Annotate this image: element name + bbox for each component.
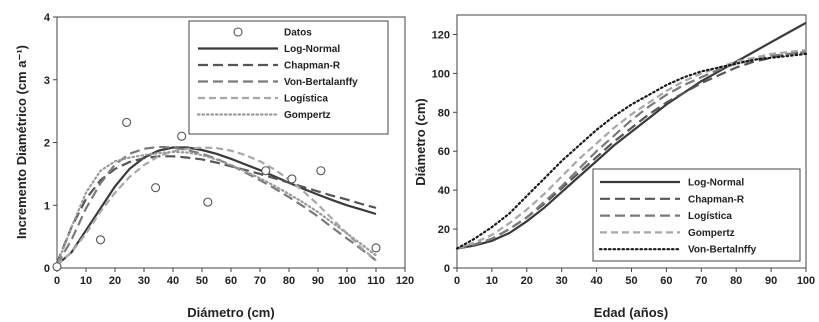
right-y-tick-label: 120	[432, 29, 450, 41]
right-legend-items: Log-Normal Chapman-R Logística Gompertz Von-…	[598, 178, 757, 256]
right-y-tick-label: 80	[438, 107, 450, 119]
left-series-line-3	[56, 146, 377, 266]
left-data-point	[177, 131, 187, 141]
left-x-tick-label: 40	[167, 275, 179, 287]
left-legend-label-4: Logística	[284, 94, 328, 105]
right-y-axis-title: Diámetro (cm)	[413, 98, 428, 185]
left-x-tick-label: 90	[312, 275, 324, 287]
left-x-tick-label: 100	[338, 275, 356, 287]
right-y-tick-label: 20	[438, 224, 450, 236]
right-x-tick-label: 80	[730, 275, 742, 287]
right-x-tick-label: 40	[590, 275, 602, 287]
right-series-line-4	[455, 52, 808, 250]
left-legend-label-5: Gompertz	[284, 110, 331, 121]
left-data-point	[151, 183, 161, 193]
left-x-tick-label: 60	[225, 275, 237, 287]
left-x-tick-label: 20	[109, 275, 121, 287]
right-legend-label-2: Logística	[688, 211, 732, 222]
left-legend-label-0: Datos	[284, 28, 312, 39]
right-x-tick-label: 30	[556, 275, 568, 287]
right-x-axis-title: Edad (años)	[594, 305, 668, 320]
left-chart: 0 10 20 30 40 50 60 70 80 90 100 110 120 0 1 2 3 4 Diámet…	[14, 12, 414, 320]
right-series-line-0	[456, 21, 807, 250]
left-legend-items: Datos Log-Normal Chapman-R Von-Bertalanffy L…	[196, 27, 358, 121]
left-data-point	[371, 243, 381, 253]
left-legend-label-1: Log-Normal	[284, 44, 340, 55]
right-x-tick-label: 0	[454, 275, 460, 287]
left-legend-label-3: Von-Bertalanffy	[284, 77, 358, 88]
right-legend-label-3: Gompertz	[688, 228, 735, 239]
left-x-tick-label: 120	[396, 275, 414, 287]
right-x-tick-label: 20	[521, 275, 533, 287]
left-axes: 0 10 20 30 40 50 60 70 80 90 100 110 120 0 1 2 3 4	[44, 12, 414, 287]
left-data-point	[203, 197, 213, 207]
right-legend-label-1: Chapman-R	[688, 194, 745, 205]
right-legend: Log-Normal Chapman-R Logística Gompertz Von-…	[592, 168, 801, 262]
right-x-tick-label: 50	[625, 275, 637, 287]
right-axes: 0 10 20 30 40 50 60 70 80 90 100 0 20 40 60 80 100 120	[432, 29, 816, 287]
left-y-tick-label: 4	[44, 12, 51, 24]
right-x-tick-label: 60	[660, 275, 672, 287]
left-legend-label-2: Chapman-R	[284, 61, 341, 72]
left-legend: Datos Log-Normal Chapman-R Von-Bertalanffy L…	[188, 20, 389, 135]
right-x-tick-label: 100	[797, 275, 815, 287]
left-y-tick-label: 0	[44, 263, 50, 275]
left-x-tick-label: 30	[138, 275, 150, 287]
left-series-group	[55, 145, 378, 266]
right-series-line-3	[456, 48, 807, 250]
left-x-tick-label: 110	[367, 275, 385, 287]
right-legend-label-4: Von-Bertalnffy	[688, 245, 757, 256]
left-legend-marker-datos	[233, 27, 243, 37]
left-scatter-group	[52, 30, 381, 272]
left-x-axis-title: Diámetro (cm)	[187, 305, 274, 320]
left-data-point	[316, 166, 326, 176]
left-x-tick-label: 50	[196, 275, 208, 287]
left-series-line-2	[56, 145, 377, 266]
right-x-tick-label: 90	[765, 275, 777, 287]
left-data-point	[122, 117, 132, 127]
left-y-axis-title: Incremento Diamétrico (cm a⁻¹)	[14, 45, 29, 239]
right-y-tick-label: 40	[438, 185, 450, 197]
left-data-point	[95, 235, 106, 245]
right-legend-label-0: Log-Normal	[688, 178, 744, 189]
left-y-tick-label: 3	[44, 75, 50, 87]
left-series-line-1	[55, 155, 377, 264]
left-series-line-4	[55, 150, 378, 266]
left-x-tick-label: 70	[254, 275, 266, 287]
left-x-tick-label: 10	[80, 275, 92, 287]
left-x-tick-label: 80	[283, 275, 295, 287]
left-y-tick-label: 1	[44, 200, 50, 212]
left-x-tick-label: 0	[54, 275, 60, 287]
right-y-tick-label: 60	[438, 146, 450, 158]
left-data-point	[287, 174, 297, 184]
right-chart: 0 10 20 30 40 50 60 70 80 90 100 0 20 40 60 80 100 120 Ed…	[413, 14, 816, 320]
right-x-tick-label: 10	[486, 275, 498, 287]
right-x-tick-label: 70	[695, 275, 707, 287]
left-y-tick-label: 2	[44, 138, 50, 150]
right-y-tick-label: 100	[432, 68, 450, 80]
right-legend-box	[592, 168, 801, 262]
left-series-line-0	[56, 146, 377, 266]
right-series-group	[455, 21, 808, 250]
left-data-point	[52, 262, 62, 272]
right-y-tick-label: 0	[444, 263, 450, 275]
left-data-point	[261, 166, 271, 176]
